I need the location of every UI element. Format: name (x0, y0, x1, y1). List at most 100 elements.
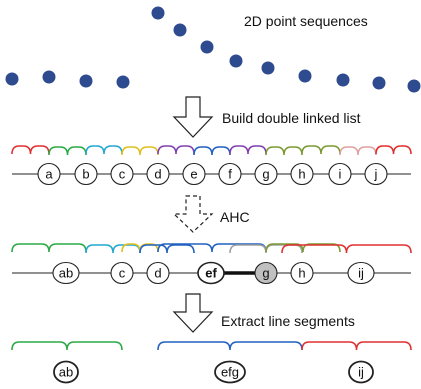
node-circle (364, 162, 388, 186)
brace (281, 244, 412, 254)
row2-braces (11, 243, 412, 254)
point (116, 75, 130, 89)
node-label: ab (59, 266, 73, 281)
node-circle (182, 162, 206, 186)
point (261, 61, 275, 75)
step2-label: AHC (220, 209, 250, 225)
brace (301, 145, 341, 155)
list-node: ab (52, 261, 80, 285)
point-sequence (5, 6, 421, 93)
list-node: d (146, 261, 170, 285)
brace (193, 146, 231, 156)
list-node: ef (197, 261, 225, 285)
list-node: g (254, 162, 278, 186)
node-label: ef (205, 266, 217, 281)
node-label: b (82, 167, 89, 182)
list-node: f (218, 162, 242, 186)
node-circle (197, 261, 225, 285)
step1-label: Build double linked list (222, 110, 361, 126)
node-label: c (119, 266, 126, 281)
node-label: g (262, 266, 269, 281)
node-circle (290, 261, 314, 285)
row1-linked-list: a b c d e f g h i j (12, 162, 411, 186)
list-node: j (364, 162, 388, 186)
list-node: ij (347, 261, 375, 285)
brace (139, 244, 195, 254)
brace (157, 145, 195, 155)
list-node: a (37, 162, 61, 186)
point (407, 79, 421, 93)
list-node: c (110, 162, 134, 186)
dashed-arrow-down-icon (172, 195, 214, 233)
brace (85, 145, 123, 155)
brace (339, 146, 377, 156)
node-circle (110, 261, 134, 285)
brace (229, 145, 267, 155)
node-label: g (262, 167, 269, 182)
node-label: ab (59, 365, 73, 380)
arrow-down-icon (172, 293, 214, 333)
list-node: efg (214, 360, 246, 384)
brace (157, 341, 303, 351)
list-node: ij (348, 360, 374, 384)
point (229, 54, 243, 68)
node-circle (218, 162, 242, 186)
row2-linked-list: ab c d ef g h ij (12, 261, 411, 285)
node-circle (347, 261, 375, 285)
node-circle (74, 162, 98, 186)
node-circle (37, 162, 61, 186)
node-circle (110, 162, 134, 186)
point (5, 72, 19, 86)
list-node: h (290, 162, 314, 186)
point (336, 73, 350, 87)
list-node: h (290, 261, 314, 285)
node-label: ij (358, 266, 364, 281)
brace (85, 244, 141, 254)
point (372, 76, 386, 90)
point (173, 23, 187, 37)
point (151, 6, 165, 20)
brace (375, 145, 412, 155)
brace (265, 146, 303, 156)
title-label: 2D point sequences (244, 13, 368, 29)
node-circle (52, 261, 80, 285)
node-circle (146, 261, 170, 285)
brace (11, 243, 87, 253)
node-label: efg (221, 365, 239, 380)
list-node: b (74, 162, 98, 186)
list-node: d (146, 162, 170, 186)
list-node: g (254, 261, 278, 285)
node-circle (348, 360, 374, 384)
node-label: h (298, 167, 305, 182)
node-circle (254, 261, 278, 285)
list-node: c (110, 261, 134, 285)
node-label: h (298, 266, 305, 281)
node-circle (214, 360, 246, 384)
node-label: e (190, 167, 197, 182)
point (298, 69, 312, 83)
step3-label: Extract line segments (221, 313, 355, 329)
list-node: i (328, 162, 352, 186)
brace (48, 146, 87, 156)
brace (301, 341, 412, 351)
node-circle (254, 162, 278, 186)
node-label: j (374, 167, 378, 182)
node-label: d (154, 167, 161, 182)
node-circle (290, 162, 314, 186)
node-label: d (154, 266, 161, 281)
list-node: e (182, 162, 206, 186)
brace (11, 145, 50, 155)
node-label: ij (358, 365, 364, 380)
node-circle (328, 162, 352, 186)
node-circle (53, 360, 79, 384)
brace (157, 243, 267, 253)
node-label: c (119, 167, 126, 182)
point (200, 40, 214, 54)
arrow-down-icon (172, 96, 214, 138)
brace (121, 146, 159, 156)
row1-braces (11, 145, 412, 156)
node-label: a (45, 167, 53, 182)
node-label: i (339, 167, 342, 182)
node-circle (146, 162, 170, 186)
